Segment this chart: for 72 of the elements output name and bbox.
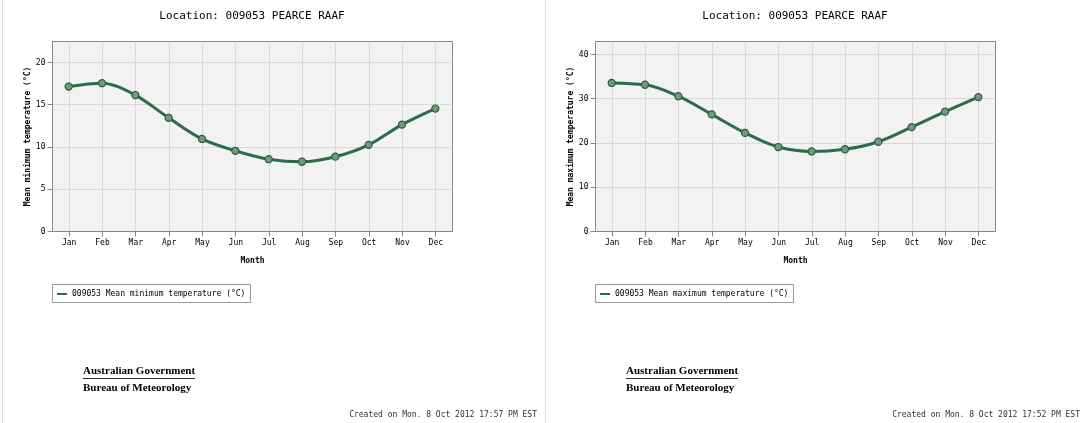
y-tick-label: 20 — [35, 57, 46, 67]
chart-title: Location: 009053 PEARCE RAAF — [702, 9, 888, 22]
x-tick-label: Mar — [671, 237, 687, 247]
point — [197, 134, 207, 144]
x-tick-label: Nov — [395, 237, 410, 247]
point — [164, 113, 173, 122]
point — [331, 152, 340, 161]
x-tick-label: Sep — [871, 237, 887, 247]
y-tick-label: 5 — [40, 184, 46, 194]
point — [774, 142, 783, 152]
point — [907, 123, 916, 132]
x-axis-title: Month — [240, 255, 265, 265]
x-tick-label: Dec — [428, 237, 444, 247]
x-tick-label: Sep — [328, 237, 344, 247]
point — [131, 90, 140, 100]
x-tick-label: Jun — [228, 237, 244, 247]
x-tick-label: Aug — [295, 237, 310, 247]
point — [397, 120, 407, 129]
y-tick-label: 20 — [578, 138, 589, 148]
y-tick-label: 30 — [578, 93, 589, 103]
x-tick-label: Jan — [61, 237, 77, 247]
point — [607, 78, 616, 88]
text: Australian Government — [83, 362, 196, 379]
y-axis-title: Mean maximum temperature (°C) — [564, 66, 575, 207]
x-tick-label: Jul — [261, 237, 277, 247]
point — [807, 147, 816, 156]
point — [707, 110, 716, 119]
point — [974, 92, 983, 102]
y-tick-label: 15 — [35, 99, 46, 109]
x-tick-label: Jul — [804, 237, 820, 247]
text: Created on Mon. 8 Oct 2012 17:52 PM EST — [892, 410, 1080, 419]
text: Australian Government — [626, 362, 739, 379]
x-tick-label: Dec — [971, 237, 987, 247]
x-axis-title: Month — [783, 255, 808, 265]
point — [740, 128, 750, 138]
legend-label: 009053 Mean maximum temperature (°C) — [615, 289, 789, 298]
x-tick-label: Oct — [361, 237, 377, 247]
x-tick-label: Aug — [838, 237, 853, 247]
x-tick-label: Jun — [771, 237, 787, 247]
x-tick-label: Feb — [95, 237, 110, 247]
point — [874, 137, 883, 146]
x-tick-label: Apr — [704, 237, 720, 247]
x-tick-label: May — [738, 237, 753, 247]
y-axis-title: Mean minimum temperature (°C) — [21, 66, 32, 207]
point — [640, 80, 650, 89]
x-tick-label: Feb — [638, 237, 653, 247]
legend-label: 009053 Mean minimum temperature (°C) — [72, 289, 246, 298]
x-tick-label: Nov — [938, 237, 953, 247]
x-tick-label: Jan — [604, 237, 620, 247]
y-tick-label: 40 — [578, 49, 589, 59]
point — [431, 104, 440, 113]
chart-title: Location: 009053 PEARCE RAAF — [159, 9, 345, 22]
y-tick-label: 0 — [40, 226, 46, 236]
point — [674, 92, 683, 101]
text: Bureau of Meteorology — [626, 380, 736, 395]
text: Created on Mon. 8 Oct 2012 17:57 PM EST — [349, 410, 537, 419]
point — [840, 145, 850, 154]
point — [264, 155, 273, 164]
point — [64, 82, 73, 91]
x-tick-label: Apr — [161, 237, 177, 247]
x-tick-label: Mar — [128, 237, 144, 247]
point — [940, 107, 950, 116]
x-tick-label: May — [195, 237, 210, 247]
point — [97, 79, 107, 88]
y-tick-label: 10 — [578, 182, 589, 192]
y-tick-label: 10 — [35, 142, 46, 152]
y-tick-label: 0 — [583, 226, 589, 236]
point — [297, 157, 307, 166]
text: Bureau of Meteorology — [83, 380, 193, 395]
point — [231, 146, 240, 155]
x-tick-label: Oct — [904, 237, 920, 247]
point — [364, 140, 373, 149]
